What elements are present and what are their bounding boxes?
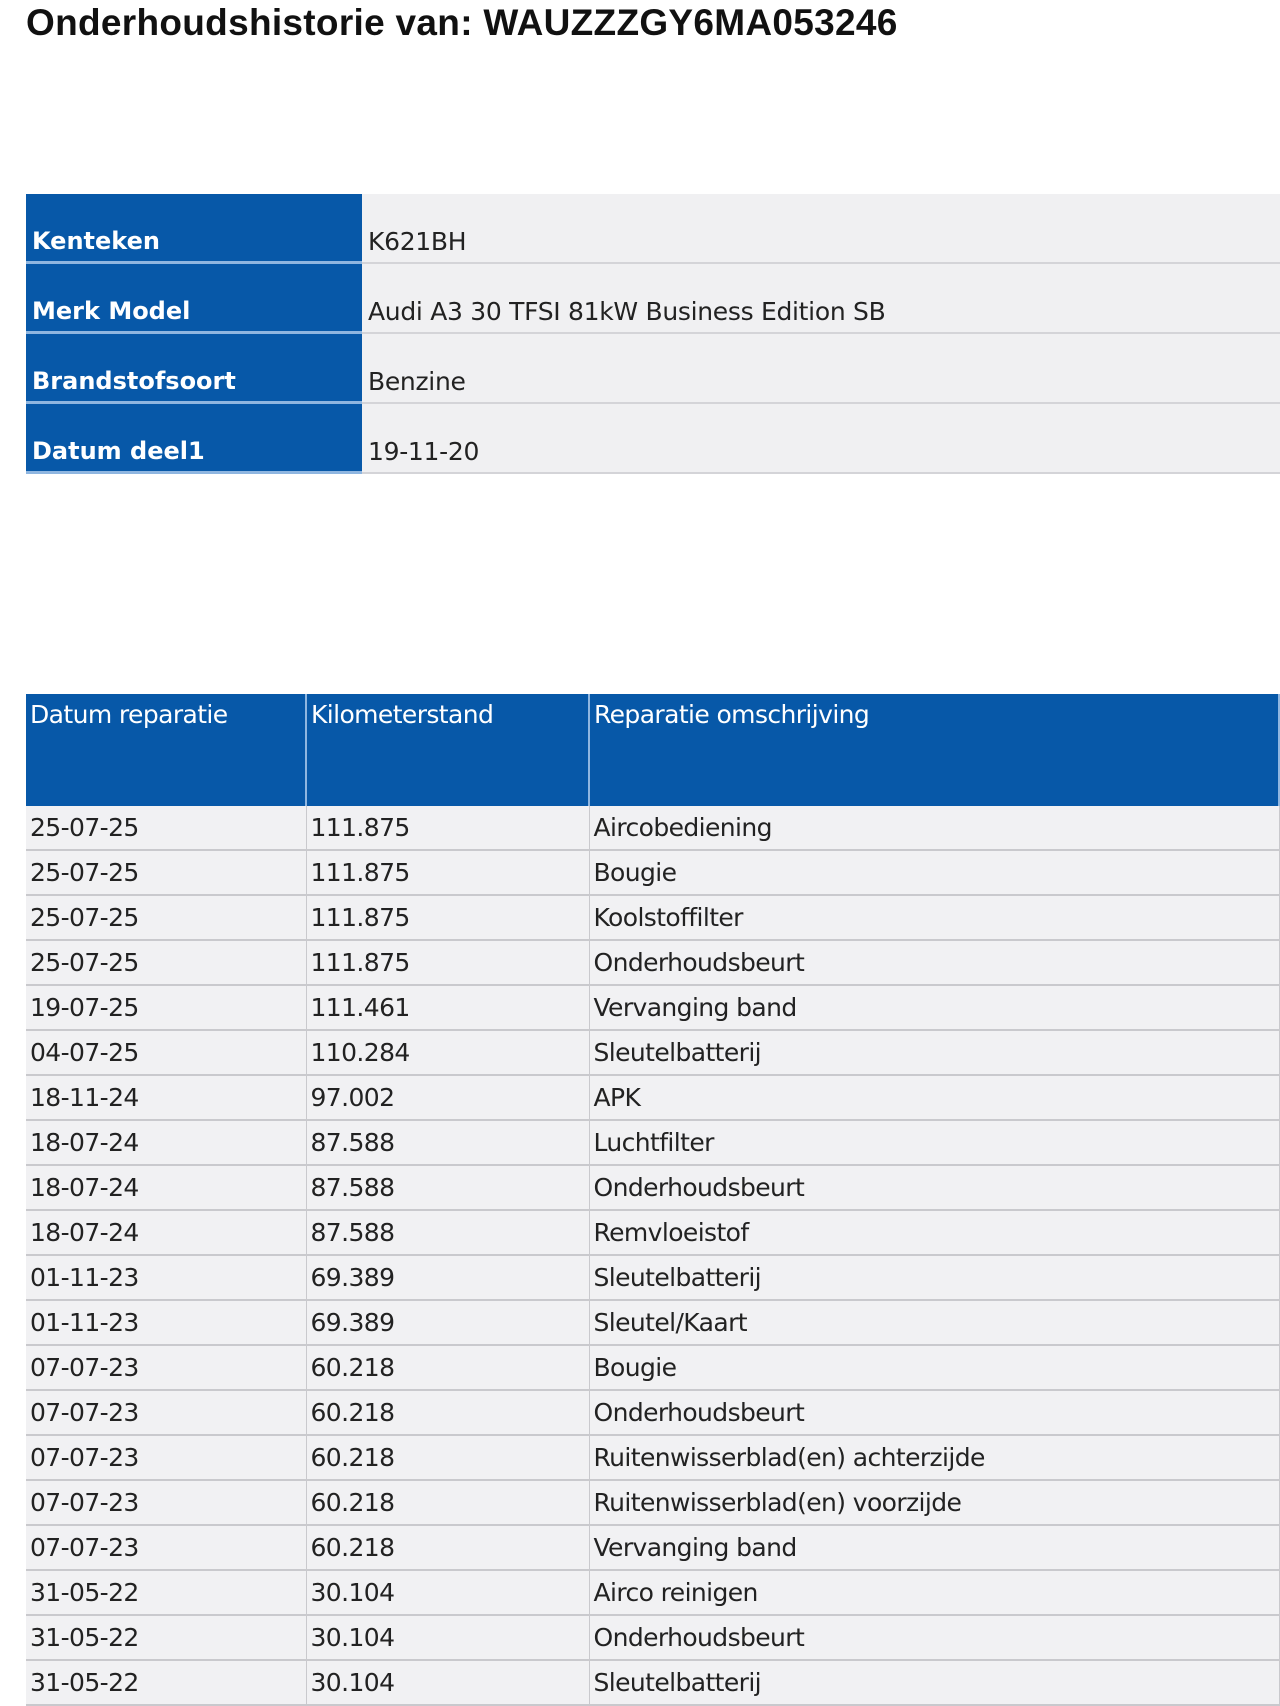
- table-row: 07-07-23 60.218 Ruitenwisserblad(en) voorz…: [26, 1480, 1280, 1526]
- cell-mileage: 30.104: [306, 1615, 590, 1661]
- cell-mileage: 111.875: [306, 895, 590, 941]
- cell-mileage: 87.588: [306, 1210, 590, 1256]
- cell-description: APK: [589, 1075, 1280, 1121]
- cell-description: Koolstoffilter: [589, 895, 1280, 941]
- cell-mileage: 87.588: [306, 1165, 590, 1211]
- table-row: 18-07-24 87.588 Luchtfilter: [26, 1120, 1280, 1166]
- info-label: Brandstofsoort: [26, 332, 362, 404]
- table-row: 18-11-24 97.002 APK: [26, 1075, 1280, 1121]
- table-row: 18-07-24 87.588 Remvloeistof: [26, 1210, 1280, 1256]
- header-mileage: Kilometerstand: [306, 694, 590, 806]
- info-row: Merk Model Audi A3 30 TFSI 81kW Business …: [26, 262, 1280, 334]
- table-row: 07-07-23 60.218 Bougie: [26, 1345, 1280, 1391]
- cell-mileage: 97.002: [306, 1075, 590, 1121]
- info-row: Datum deel1 19-11-20: [26, 402, 1280, 474]
- cell-date: 25-07-25: [26, 850, 307, 896]
- cell-mileage: 60.218: [306, 1435, 590, 1481]
- vehicle-info-table: Kenteken K621BH Merk Model Audi A3 30 TFSI …: [26, 194, 1280, 474]
- cell-mileage: 111.461: [306, 985, 590, 1031]
- table-row: 25-07-25 111.875 Bougie: [26, 850, 1280, 896]
- table-row: 25-07-25 111.875 Aircobediening: [26, 806, 1280, 851]
- cell-description: Remvloeistof: [589, 1210, 1280, 1256]
- cell-mileage: 111.875: [306, 940, 590, 986]
- table-header-row: Datum reparatie Kilometerstand Reparatie…: [26, 694, 1280, 806]
- cell-date: 25-07-25: [26, 895, 307, 941]
- cell-date: 01-11-23: [26, 1255, 307, 1301]
- cell-description: Onderhoudsbeurt: [589, 1165, 1280, 1211]
- cell-date: 07-07-23: [26, 1480, 307, 1526]
- cell-mileage: 60.218: [306, 1480, 590, 1526]
- info-value: 19-11-20: [362, 402, 1280, 474]
- table-row: 07-07-23 60.218 Vervanging band: [26, 1525, 1280, 1571]
- table-row: 07-07-23 60.218 Ruitenwisserblad(en) achte…: [26, 1435, 1280, 1481]
- cell-description: Sleutel/Kaart: [589, 1300, 1280, 1346]
- table-row: 01-11-23 69.389 Sleutel/Kaart: [26, 1300, 1280, 1346]
- cell-description: Onderhoudsbeurt: [589, 940, 1280, 986]
- cell-date: 07-07-23: [26, 1390, 307, 1436]
- cell-description: Vervanging band: [589, 985, 1280, 1031]
- info-row: Kenteken K621BH: [26, 194, 1280, 264]
- cell-date: 18-07-24: [26, 1210, 307, 1256]
- page-title: Onderhoudshistorie van: WAUZZZGY6MA05324…: [26, 2, 898, 43]
- cell-date: 31-05-22: [26, 1660, 307, 1706]
- cell-date: 07-07-23: [26, 1435, 307, 1481]
- cell-description: Sleutelbatterij: [589, 1660, 1280, 1706]
- info-label: Merk Model: [26, 262, 362, 334]
- cell-date: 04-07-25: [26, 1030, 307, 1076]
- cell-date: 07-07-23: [26, 1525, 307, 1571]
- cell-date: 31-05-22: [26, 1570, 307, 1616]
- info-value: Audi A3 30 TFSI 81kW Business Edition SB: [362, 262, 1280, 334]
- cell-description: Ruitenwisserblad(en) voorzijde: [589, 1480, 1280, 1526]
- cell-date: 18-07-24: [26, 1165, 307, 1211]
- cell-date: 18-11-24: [26, 1075, 307, 1121]
- cell-description: Bougie: [589, 1345, 1280, 1391]
- cell-description: Onderhoudsbeurt: [589, 1615, 1280, 1661]
- header-date: Datum reparatie: [26, 694, 307, 806]
- cell-date: 25-07-25: [26, 806, 307, 851]
- cell-description: Sleutelbatterij: [589, 1030, 1280, 1076]
- table-row: 04-07-25 110.284 Sleutelbatterij: [26, 1030, 1280, 1076]
- cell-description: Vervanging band: [589, 1525, 1280, 1571]
- info-value: Benzine: [362, 332, 1280, 404]
- cell-mileage: 110.284: [306, 1030, 590, 1076]
- header-description: Reparatie omschrijving: [589, 694, 1280, 806]
- cell-date: 31-05-22: [26, 1615, 307, 1661]
- cell-date: 25-07-25: [26, 940, 307, 986]
- info-row: Brandstofsoort Benzine: [26, 332, 1280, 404]
- cell-date: 19-07-25: [26, 985, 307, 1031]
- cell-mileage: 60.218: [306, 1525, 590, 1571]
- cell-mileage: 60.218: [306, 1345, 590, 1391]
- cell-date: 18-07-24: [26, 1120, 307, 1166]
- info-label: Kenteken: [26, 194, 362, 264]
- info-value: K621BH: [362, 194, 1280, 264]
- table-row: 25-07-25 111.875 Koolstoffilter: [26, 895, 1280, 941]
- cell-description: Ruitenwisserblad(en) achterzijde: [589, 1435, 1280, 1481]
- table-row: 31-05-22 30.104 Sleutelbatterij: [26, 1660, 1280, 1706]
- table-row: 19-07-25 111.461 Vervanging band: [26, 985, 1280, 1031]
- cell-description: Sleutelbatterij: [589, 1255, 1280, 1301]
- cell-mileage: 30.104: [306, 1570, 590, 1616]
- maintenance-history-table: Datum reparatie Kilometerstand Reparatie…: [26, 694, 1280, 1706]
- cell-description: Luchtfilter: [589, 1120, 1280, 1166]
- cell-date: 07-07-23: [26, 1345, 307, 1391]
- table-row: 25-07-25 111.875 Onderhoudsbeurt: [26, 940, 1280, 986]
- info-label: Datum deel1: [26, 402, 362, 474]
- table-row: 31-05-22 30.104 Airco reinigen: [26, 1570, 1280, 1616]
- cell-description: Onderhoudsbeurt: [589, 1390, 1280, 1436]
- cell-description: Bougie: [589, 850, 1280, 896]
- table-row: 07-07-23 60.218 Onderhoudsbeurt: [26, 1390, 1280, 1436]
- table-row: 31-05-22 30.104 Onderhoudsbeurt: [26, 1615, 1280, 1661]
- cell-mileage: 111.875: [306, 850, 590, 896]
- table-row: 01-11-23 69.389 Sleutelbatterij: [26, 1255, 1280, 1301]
- cell-mileage: 87.588: [306, 1120, 590, 1166]
- cell-mileage: 69.389: [306, 1300, 590, 1346]
- cell-description: Airco reinigen: [589, 1570, 1280, 1616]
- table-row: 18-07-24 87.588 Onderhoudsbeurt: [26, 1165, 1280, 1211]
- cell-mileage: 60.218: [306, 1390, 590, 1436]
- cell-date: 01-11-23: [26, 1300, 307, 1346]
- cell-description: Aircobediening: [589, 806, 1280, 851]
- cell-mileage: 111.875: [306, 806, 590, 851]
- cell-mileage: 30.104: [306, 1660, 590, 1706]
- cell-mileage: 69.389: [306, 1255, 590, 1301]
